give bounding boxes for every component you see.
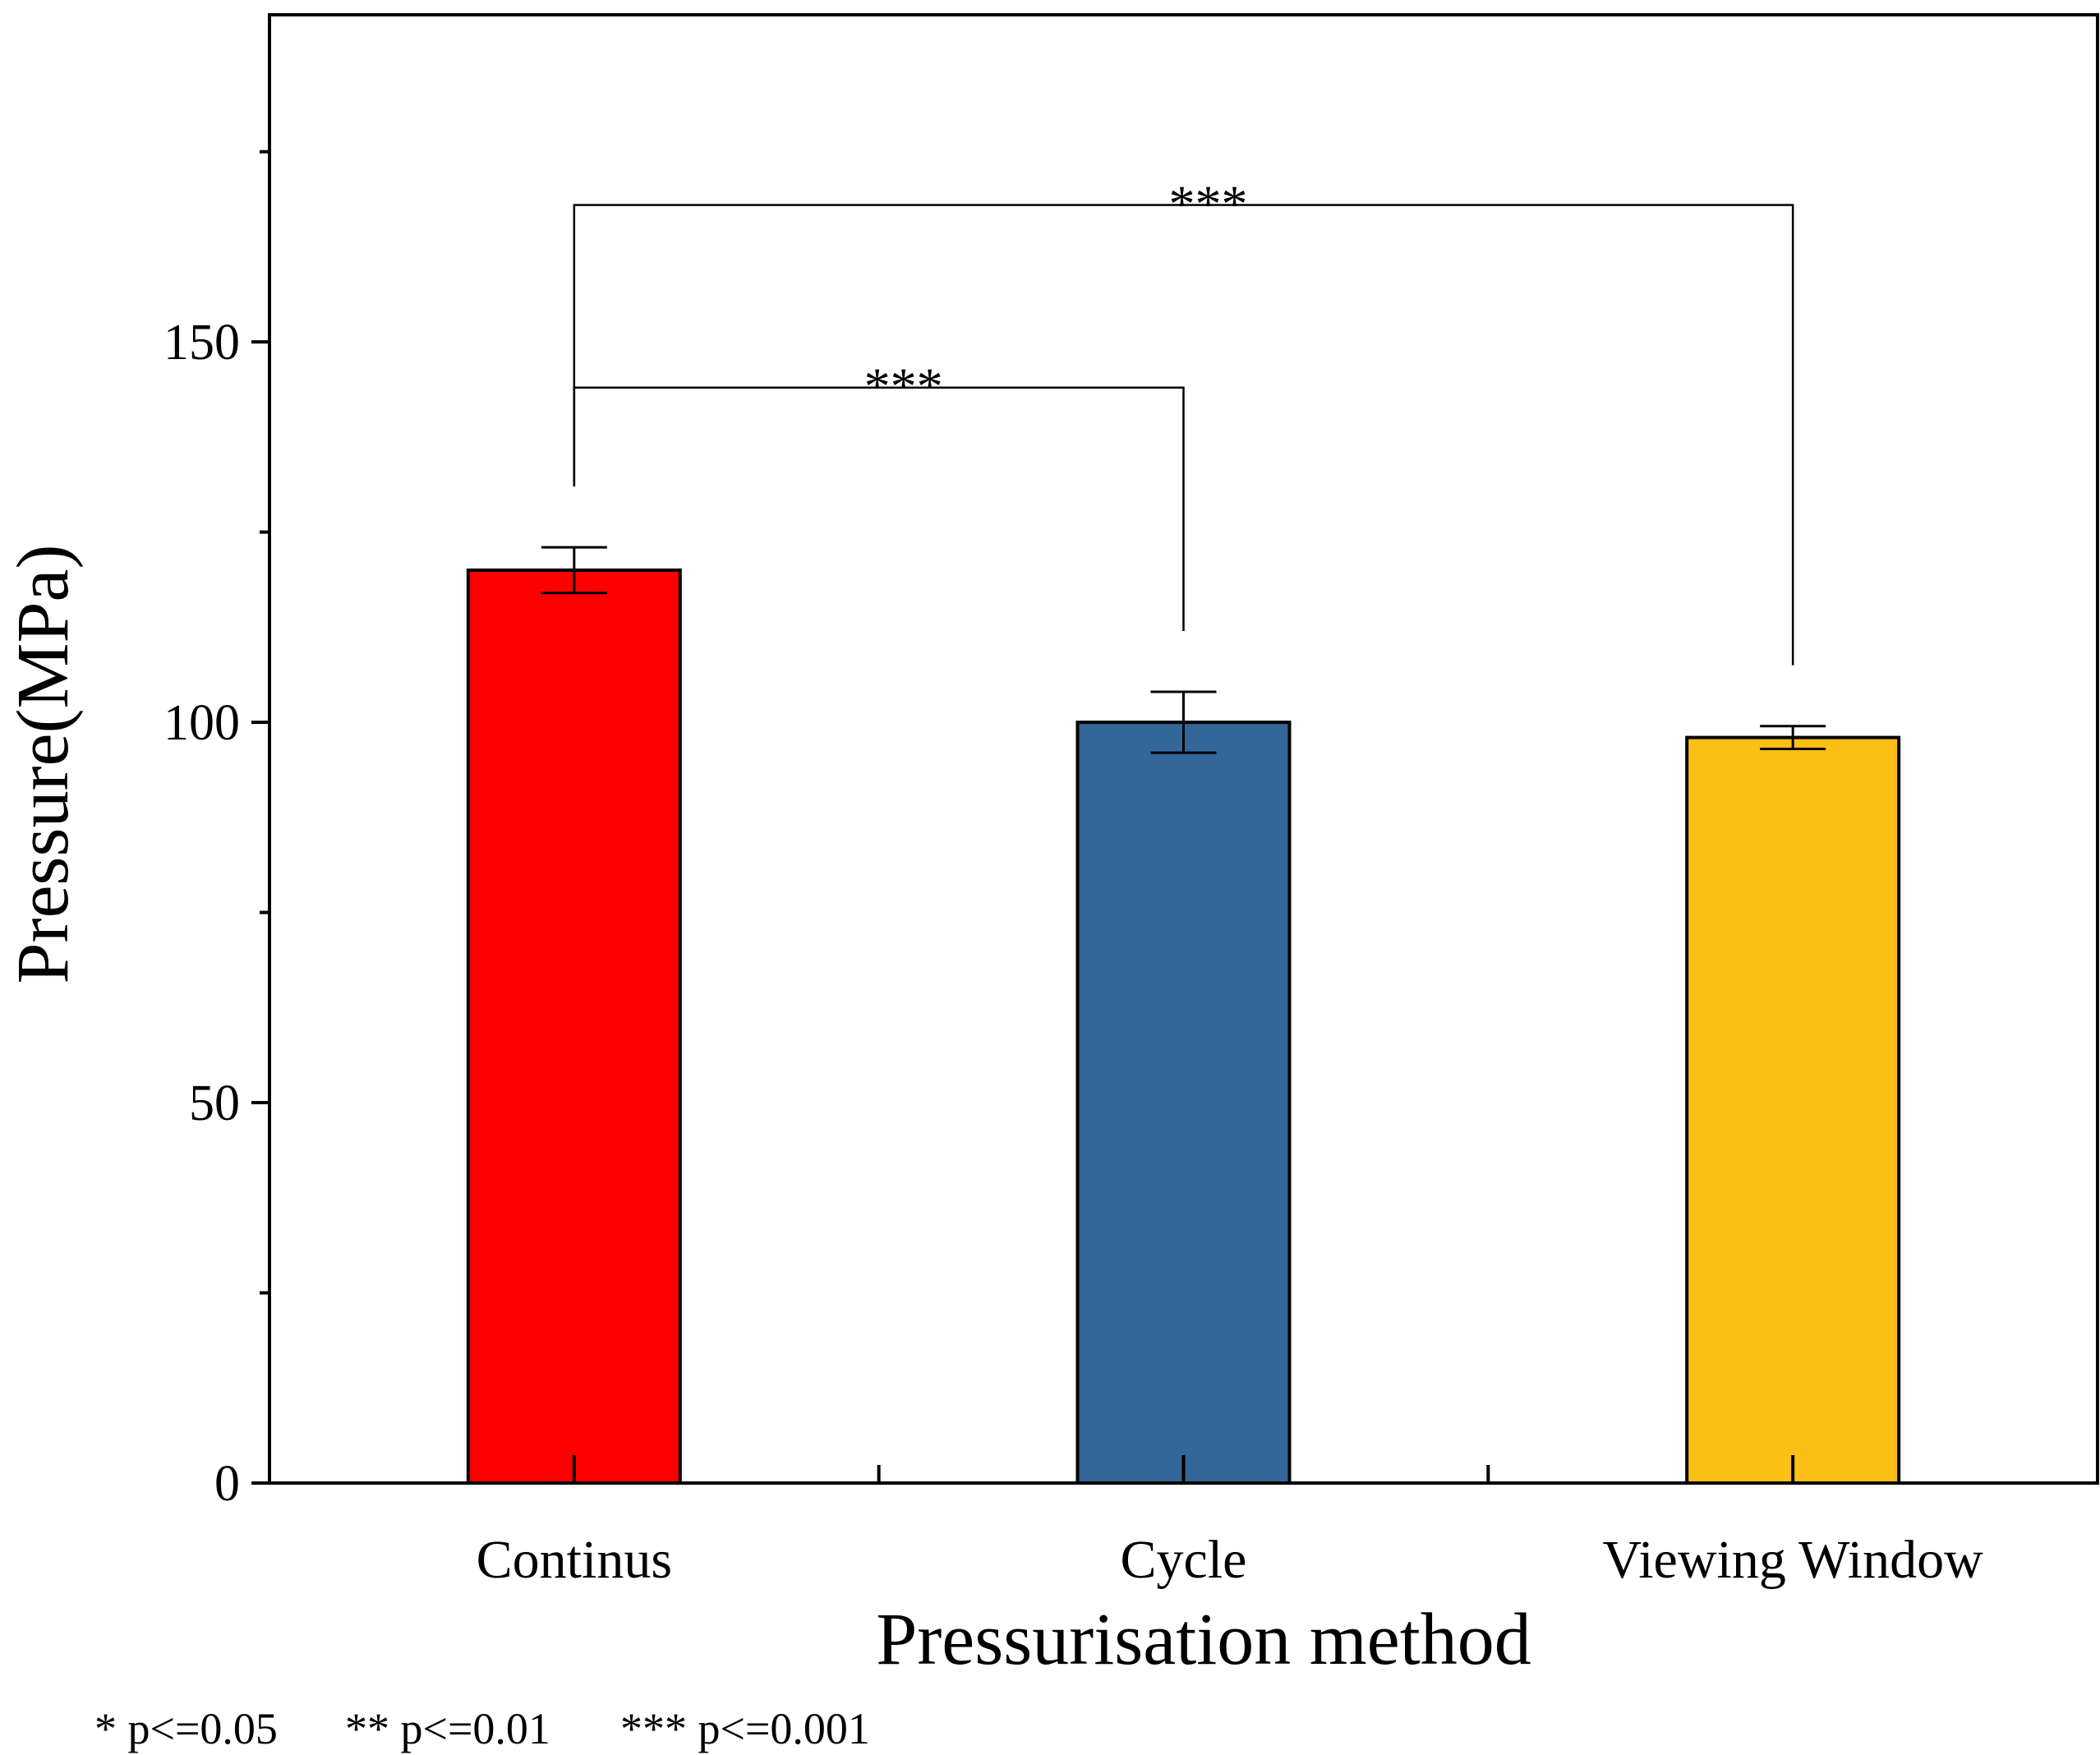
x-tick-label-2: Viewing Window [1603,1530,1984,1590]
bar-0 [466,568,682,1486]
y-tick-label-0: 0 [214,1456,240,1512]
y-axis-title: Pressure(MPa) [2,545,84,984]
x-tick-label-0: Continus [477,1530,672,1590]
bar-1 [1075,721,1292,1485]
significance-label-1: *** [1169,174,1248,233]
significance-legend-1: * p<=0.05 [94,1704,278,1753]
x-tick-label-1: Cycle [1121,1530,1247,1590]
y-tick-label-2: 100 [163,695,240,751]
y-tick-label-1: 50 [189,1076,240,1131]
x-axis-title: Pressurisation method [876,1599,1531,1680]
significance-label-0: *** [864,357,943,416]
significance-legend-2: ** p<=0.01 [345,1704,550,1753]
significance-bracket-1 [573,204,1794,666]
bar-2 [1685,735,1901,1485]
significance-legend-3: *** p<=0.001 [620,1704,870,1753]
plot-area: 0 50 100 150 Continus Cycle Viewing Window *** *… [163,13,2099,1590]
y-tick-label-3: 150 [163,315,240,371]
